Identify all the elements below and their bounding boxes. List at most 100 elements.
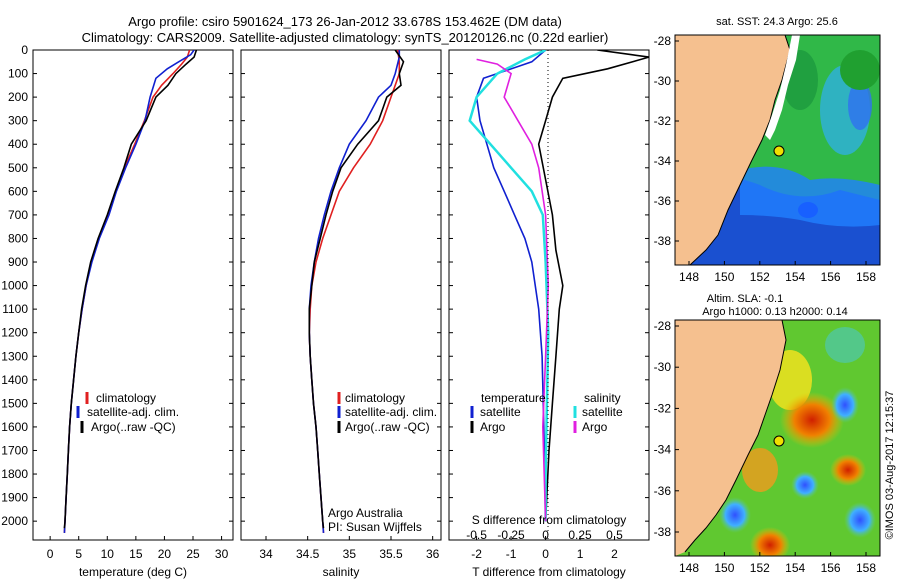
depth-tick-label: 1900 [1, 491, 28, 505]
temperature-x-tick-label: 20 [158, 547, 172, 561]
difference-legend-t-satellite: satellite [480, 405, 521, 419]
map-y-tick-label: -38 [654, 234, 672, 248]
map-x-tick-label: 152 [750, 561, 770, 575]
depth-tick-label: 1500 [1, 396, 28, 410]
map-y-tick-label: -30 [654, 74, 672, 88]
difference-legend-t-argo: Argo [480, 420, 506, 434]
depth-tick-label: 400 [8, 137, 28, 151]
salinity-xaxis: 34 34.5 35 35.5 36 [259, 536, 440, 561]
difference-t-x-tick-label: -1 [506, 547, 517, 561]
temperature-legend-argo: Argo(..raw -QC) [91, 420, 176, 434]
depth-tick-label: 2000 [1, 514, 28, 528]
sla-argo-location [773, 435, 785, 447]
salinity-x-tick-label: 35 [343, 547, 357, 561]
series-line-temperature-argo [537, 50, 649, 522]
salinity-xlabel: salinity [323, 565, 360, 579]
map-y-tick-label: -30 [654, 360, 672, 374]
temperature-xaxis: 0 5 10 15 20 25 30 [47, 536, 229, 561]
temperature-x-tick-label: 0 [47, 547, 54, 561]
series-line-argo-raw-qc- [63, 50, 198, 529]
depth-tick-label: 1800 [1, 467, 28, 481]
salinity-profiles [308, 50, 405, 533]
sst-map-axes: -28 -30 -32 -34 -36 -38 148 150 152 154 156 158 [654, 34, 877, 284]
salinity-legend-argo: Argo(..raw -QC) [345, 420, 430, 434]
map-y-tick-label: -38 [654, 525, 672, 539]
difference-legend: temperature salinity satellite Argo sate… [470, 391, 623, 434]
salinity-x-tick-label: 36 [426, 547, 440, 561]
difference-xaxis: -2 -1 0 1 2 -0.5 -0.25 0 0.25 0.5 [466, 528, 623, 561]
depth-tick-label: 1600 [1, 420, 28, 434]
difference-s-x-tick-label: 0.5 [606, 528, 623, 542]
sst-map [675, 35, 880, 265]
sla-map-title-line2: Argo h1000: 0.13 h2000: 0.14 [702, 306, 848, 318]
map-x-tick-label: 148 [679, 561, 699, 575]
depth-tick-label: 1100 [2, 302, 28, 316]
difference-t-x-tick-label: 0 [542, 547, 549, 561]
map-x-tick-label: 150 [714, 561, 734, 575]
temperature-x-tick-label: 10 [101, 547, 115, 561]
difference-s-x-tick-label: -0.25 [497, 528, 525, 542]
depth-tick-label: 1200 [1, 326, 28, 340]
depth-tick-label: 900 [8, 255, 28, 269]
map-y-tick-label: -28 [654, 319, 672, 333]
series-line-temperature-satellite [475, 50, 547, 522]
sla-map-frame [674, 319, 881, 557]
map-y-tick-label: -32 [654, 401, 672, 415]
temperature-legend: climatology satellite-adj. clim. Argo(..… [76, 391, 179, 434]
credit-line2: PI: Susan Wijffels [328, 520, 422, 534]
map-y-tick-label: -28 [654, 34, 672, 48]
difference-t-x-tick-label: 2 [611, 547, 618, 561]
temperature-legend-satellite: satellite-adj. clim. [87, 405, 179, 419]
map-y-tick-label: -32 [654, 114, 672, 128]
difference-t-x-tick-label: 1 [577, 547, 584, 561]
temperature-xlabel: temperature (deg C) [79, 565, 187, 579]
difference-s-x-tick-label: -0.5 [466, 528, 487, 542]
difference-profiles [468, 50, 649, 522]
depth-tick-label: 1300 [1, 349, 28, 363]
depth-tick-label: 1700 [1, 443, 28, 457]
difference-xlabel-top: S difference from climatology [472, 513, 627, 527]
series-line-argo-raw-qc- [308, 50, 405, 529]
difference-legend-s-argo: Argo [582, 420, 608, 434]
temperature-legend-climatology: climatology [96, 391, 156, 405]
depth-tick-label: 800 [8, 231, 28, 245]
depth-tick-label: 100 [8, 67, 28, 81]
series-line-salinity-satellite [468, 50, 550, 522]
map-x-tick-label: 154 [785, 270, 805, 284]
difference-xlabel-bottom: T difference from climatology [472, 565, 626, 579]
salinity-panel-frame [240, 49, 442, 541]
sst-map-frame [674, 34, 881, 266]
temperature-x-tick-label: 30 [215, 547, 229, 561]
sla-map [675, 320, 880, 556]
map-x-tick-label: 154 [785, 561, 805, 575]
map-y-tick-label: -36 [654, 194, 672, 208]
salinity-legend: climatology satellite-adj. clim. Argo(..… [328, 391, 437, 534]
map-x-tick-label: 150 [714, 270, 734, 284]
temperature-profiles [63, 50, 198, 533]
difference-panel-frame [448, 49, 650, 541]
depth-axis: 0 100 200 300 400 500 600 700 800 900 1000 1100 1200… [1, 43, 649, 528]
difference-legend-s-satellite: satellite [582, 405, 623, 419]
map-y-tick-label: -34 [654, 154, 672, 168]
depth-tick-label: 700 [8, 208, 28, 222]
imos-stamp: ©IMOS 03-Aug-2017 12:15:37 [884, 391, 896, 540]
figure-title-line2: Climatology: CARS2009. Satellite-adjuste… [82, 30, 609, 45]
difference-s-x-tick-label: 0 [542, 528, 549, 542]
map-x-tick-label: 156 [821, 561, 841, 575]
salinity-legend-climatology: climatology [345, 391, 405, 405]
series-line-climatology [308, 50, 401, 533]
series-line-climatology [63, 50, 191, 533]
map-y-tick-label: -36 [654, 484, 672, 498]
salinity-x-tick-label: 35.5 [379, 547, 403, 561]
series-line-salinity-argo [476, 58, 550, 522]
salinity-legend-satellite: satellite-adj. clim. [345, 405, 437, 419]
depth-tick-label: 600 [8, 184, 28, 198]
difference-t-x-tick-label: -2 [471, 547, 482, 561]
difference-s-x-tick-label: 0.25 [568, 528, 592, 542]
map-y-tick-label: -34 [654, 443, 672, 457]
difference-legend-salinity-title: salinity [584, 391, 621, 405]
depth-tick-label: 500 [8, 161, 28, 175]
depth-tick-label: 1000 [1, 279, 28, 293]
temperature-x-tick-label: 25 [186, 547, 200, 561]
